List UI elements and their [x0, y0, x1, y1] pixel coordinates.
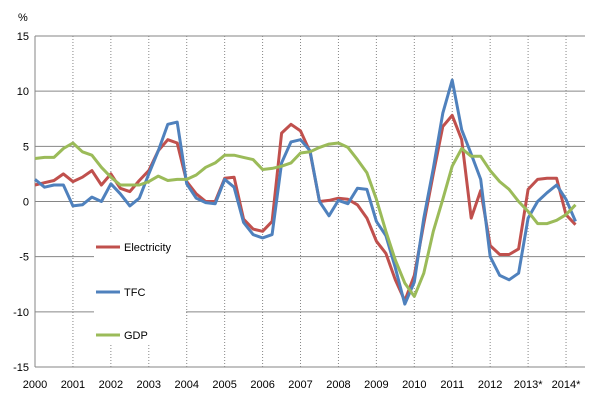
y-tick-label: 5: [23, 141, 29, 153]
legend-box: [94, 232, 186, 344]
x-tick-label: 2003: [137, 379, 161, 391]
y-tick-label: 0: [23, 197, 29, 209]
x-tick-label: 2000: [23, 379, 47, 391]
y-tick-label: 15: [17, 31, 29, 43]
x-tick-label: 2010: [402, 379, 426, 391]
legend-label: Electricity: [124, 242, 172, 254]
y-tick-label: 10: [17, 86, 29, 98]
legend-label: GDP: [124, 330, 148, 342]
y-axis-label: %: [18, 12, 28, 24]
x-tick-label: 2006: [250, 379, 274, 391]
x-tick-label: 2008: [326, 379, 350, 391]
x-tick-label: 2012: [478, 379, 502, 391]
series-line-tfc: [34, 78, 577, 306]
x-tick-label: 2005: [212, 379, 236, 391]
x-tick-label: 2014*: [552, 379, 581, 391]
x-tick-label: 2001: [61, 379, 85, 391]
series-line-gdp: [34, 141, 577, 298]
legend-label: TFC: [124, 287, 145, 299]
y-tick-label: -10: [13, 307, 29, 319]
y-tick-label: -5: [19, 252, 29, 264]
x-tick-label: 2013*: [514, 379, 543, 391]
x-tick-label: 2004: [174, 379, 198, 391]
x-tick-label: 2007: [288, 379, 312, 391]
x-tick-label: 2009: [364, 379, 388, 391]
x-tick-label: 2002: [99, 379, 123, 391]
y-tick-label: -15: [13, 362, 29, 374]
x-tick-label: 2011: [440, 379, 464, 391]
